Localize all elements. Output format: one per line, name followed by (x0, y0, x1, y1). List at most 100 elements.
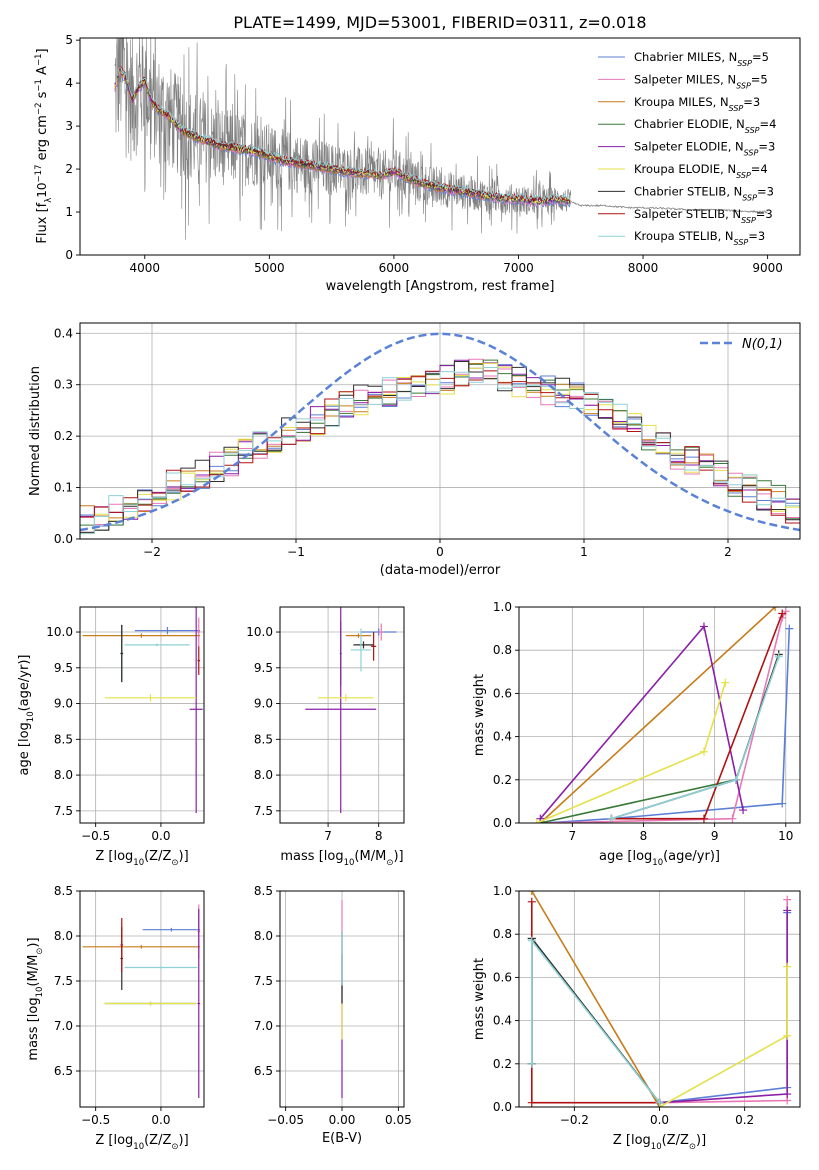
weight-point-marker (778, 799, 787, 808)
plot-area (527, 891, 792, 1107)
label-part: ⊙ (171, 858, 178, 868)
weight-point-marker (527, 891, 536, 895)
weight-series-line (543, 610, 787, 823)
y-tick-label: 0.0 (493, 816, 512, 830)
x-tick-label: 0.0 (151, 1113, 170, 1127)
legend-name: Salpeter ELODIE, N (634, 140, 744, 154)
legend-value: =3 (758, 140, 775, 154)
x-tick-label: 7 (569, 829, 577, 843)
y-tick-label: 6.5 (54, 1064, 73, 1078)
model-spectrum-line (114, 72, 571, 208)
legend-name: Salpeter STELIB, N (634, 207, 741, 221)
y-tick-label: 0.1 (54, 481, 73, 495)
weight-series-line (659, 966, 788, 1107)
y-tick-label: 6.5 (254, 1064, 273, 1078)
spectrum-panel: 4000 5000 6000 7000 8000 9000 0 1 2 3 4 5 wavelength… (34, 33, 801, 294)
x-tick-label: 8000 (628, 261, 659, 275)
legend-subscript: SSP (736, 171, 751, 180)
y-tick-label: 8.0 (254, 929, 273, 943)
legend-entry: Salpeter STELIB, NSSP=3 (634, 207, 773, 225)
legend-name: Chabrier STELIB, N (634, 184, 742, 198)
label-part: age [log (599, 849, 652, 864)
x-tick-label: 0.0 (151, 829, 170, 843)
legend-entry: Kroupa ELODIE, NSSP=4 (634, 162, 768, 180)
mass-vs-extinction-panel: −0.05 0.00 0.05 6.5 7.0 7.5 8.0 8.5 E(B-V) (254, 884, 412, 1146)
legend-entry: Chabrier STELIB, NSSP=3 (634, 184, 774, 202)
weight-point-marker (783, 1090, 792, 1099)
x-axis-label: age [log10(age/yr)] (599, 849, 720, 868)
legend-subscript: SSP (745, 126, 760, 135)
y-axis-label: mass [log10(M/M⊙)] (26, 937, 45, 1060)
weight-point-marker (699, 814, 708, 823)
y-tick-label: 8.0 (54, 929, 73, 943)
label-part: erg cm (35, 115, 50, 164)
y-tick-label: 7.0 (254, 1019, 273, 1033)
x-tick-label: 0.05 (385, 1113, 412, 1127)
label-part: 10 (133, 858, 144, 868)
x-tick-label: −0.5 (81, 1113, 110, 1127)
y-tick-label: 0.4 (54, 326, 73, 340)
y-tick-label: 9.0 (54, 697, 73, 711)
legend-value: =5 (752, 50, 769, 64)
label-part: )] (179, 849, 189, 864)
x-tick-label: −0.5 (81, 829, 110, 843)
y-tick-label: 10.0 (46, 625, 73, 639)
axes-frame (79, 606, 205, 824)
axes-frame (79, 37, 801, 256)
label-part: Z [log (95, 849, 133, 864)
y-tick-label: 8.5 (54, 884, 73, 898)
legend-entry: Salpeter ELODIE, NSSP=3 (634, 140, 775, 158)
weight-series-line (539, 607, 776, 823)
label-part: Z [log (613, 1133, 651, 1148)
legend-name: Chabrier ELODIE, N (634, 117, 745, 131)
x-tick-label: −0.2 (560, 1113, 589, 1127)
y-tick-label: 7.5 (254, 804, 273, 818)
x-tick-label: 2 (724, 545, 732, 559)
label-part: −17 (34, 164, 44, 182)
legend-subscript: SSP (744, 148, 759, 157)
label-part: ⊙ (386, 858, 393, 868)
weight-point-marker (607, 814, 616, 823)
weight-series-line (543, 628, 791, 823)
label-part: )] (26, 937, 41, 947)
legend-name: Kroupa ELODIE, N (634, 162, 736, 176)
plot-area (82, 904, 201, 1098)
y-tick-label: 4 (65, 76, 73, 90)
weight-point-marker (527, 1098, 536, 1107)
plot-area (82, 607, 203, 813)
y-tick-label: 0.6 (493, 970, 512, 984)
label-part: )] (179, 1133, 189, 1148)
label-part: 10 (35, 182, 49, 197)
observed-spectrum-line (114, 38, 572, 240)
label-part: Z [log (95, 1133, 133, 1148)
x-tick-label: 7000 (503, 261, 534, 275)
x-tick-label: 4000 (130, 261, 161, 275)
y-tick-label: 7.5 (54, 804, 73, 818)
model-spectrum-line (114, 70, 571, 207)
label-part: (age/yr)] (663, 849, 720, 864)
weight-series-line (659, 910, 788, 1104)
y-tick-label: 9.0 (254, 697, 273, 711)
axes-frame (518, 606, 801, 824)
mass-weight-vs-metallicity-panel: −0.2 0.0 0.2 0.0 0.2 0.4 0.6 0.8 1.0 Z [log10(Z/Z… (472, 884, 801, 1152)
y-tick-label: 9.5 (254, 661, 273, 675)
x-tick-label: −2 (143, 545, 161, 559)
legend-entry: Chabrier ELODIE, NSSP=4 (634, 117, 776, 135)
x-axis-label: mass [log10(M/M⊙)] (280, 849, 403, 868)
weight-point-marker (778, 609, 787, 618)
y-tick-label: 2 (65, 162, 73, 176)
y-tick-label: 1 (65, 205, 73, 219)
y-axis-label: mass weight (472, 958, 487, 1040)
legend-subscript: SSP (737, 59, 752, 68)
y-tick-label: 1.0 (493, 600, 512, 614)
axes-frame (279, 606, 405, 824)
weight-point-marker (774, 652, 783, 661)
weight-series-line (531, 901, 660, 1104)
legend-subscript: SSP (742, 193, 757, 202)
x-tick-label: 0.2 (735, 1113, 754, 1127)
label-part: A (35, 66, 50, 79)
label-part: 10 (133, 1142, 144, 1152)
x-tick-label: 8 (640, 829, 648, 843)
